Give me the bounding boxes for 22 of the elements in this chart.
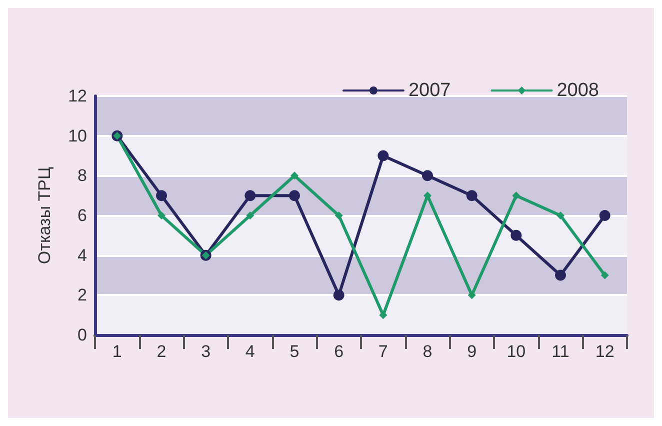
x-tick-label: 2 xyxy=(156,342,166,361)
legend-label: 2007 xyxy=(408,80,451,101)
legend-label: 2008 xyxy=(556,80,600,101)
x-tick-label: 6 xyxy=(334,342,344,361)
x-tick-label: 4 xyxy=(245,342,255,361)
x-tick-label: 12 xyxy=(595,342,614,361)
y-tick-label: 4 xyxy=(78,246,87,265)
x-tick-label: 3 xyxy=(201,342,211,361)
x-tick-label: 8 xyxy=(422,342,432,361)
y-axis-title: Отказы ТРЦ xyxy=(35,166,54,264)
y-tick-label: 10 xyxy=(68,126,87,146)
x-tick-label: 1 xyxy=(112,342,122,361)
x-tick-label: 7 xyxy=(378,342,388,361)
y-tick-label: 6 xyxy=(78,206,87,225)
x-tick-label: 11 xyxy=(552,342,570,361)
y-tick-label: 0 xyxy=(78,326,87,344)
x-tick-label: 5 xyxy=(290,342,300,361)
y-tick-label: 12 xyxy=(68,86,87,106)
x-tick-label: 10 xyxy=(506,342,526,361)
y-tick-label: 8 xyxy=(78,166,87,186)
x-tick-label: 9 xyxy=(467,342,477,361)
y-tick-label: 2 xyxy=(78,286,87,305)
